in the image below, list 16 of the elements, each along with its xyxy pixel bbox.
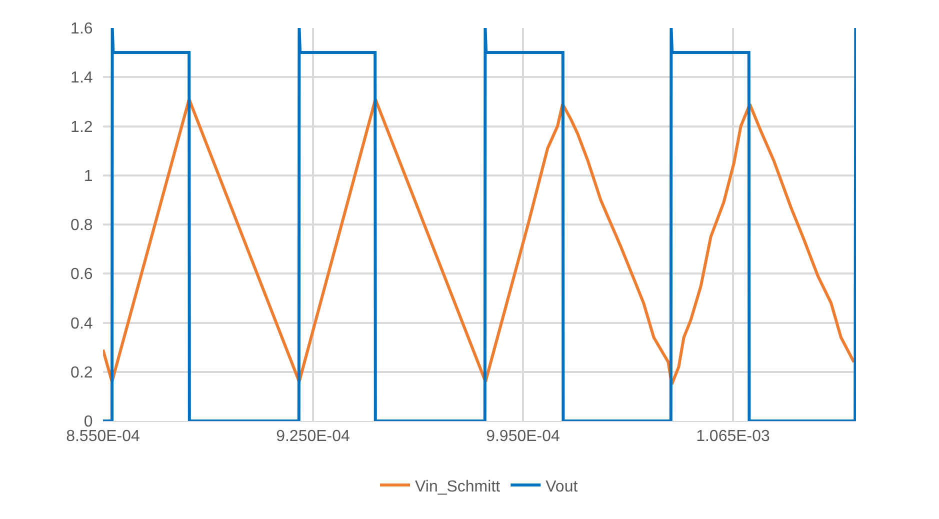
- x-tick-label: 8.550E-04: [66, 428, 140, 446]
- y-tick-label: 1.2: [70, 118, 93, 136]
- y-tick-label: 0.4: [70, 315, 93, 332]
- y-tick-label: 1.4: [70, 70, 93, 87]
- y-tick-label: 0.6: [70, 266, 93, 284]
- y-tick-label: 0: [84, 414, 93, 431]
- y-tick-label: 1: [84, 168, 93, 185]
- line-series: [103, 98, 856, 386]
- x-tick-label: 9.250E-04: [276, 428, 350, 446]
- x-tick-label: 9.950E-04: [486, 428, 560, 446]
- y-tick-label: 1.6: [70, 20, 93, 38]
- x-tick-label: 1.065E-03: [696, 428, 770, 446]
- y-tick-label: 0.8: [70, 217, 93, 234]
- legend-label: Vin_Schmitt: [415, 478, 501, 496]
- y-tick-label: 0.2: [70, 364, 93, 382]
- legend-label: Vout: [546, 478, 578, 496]
